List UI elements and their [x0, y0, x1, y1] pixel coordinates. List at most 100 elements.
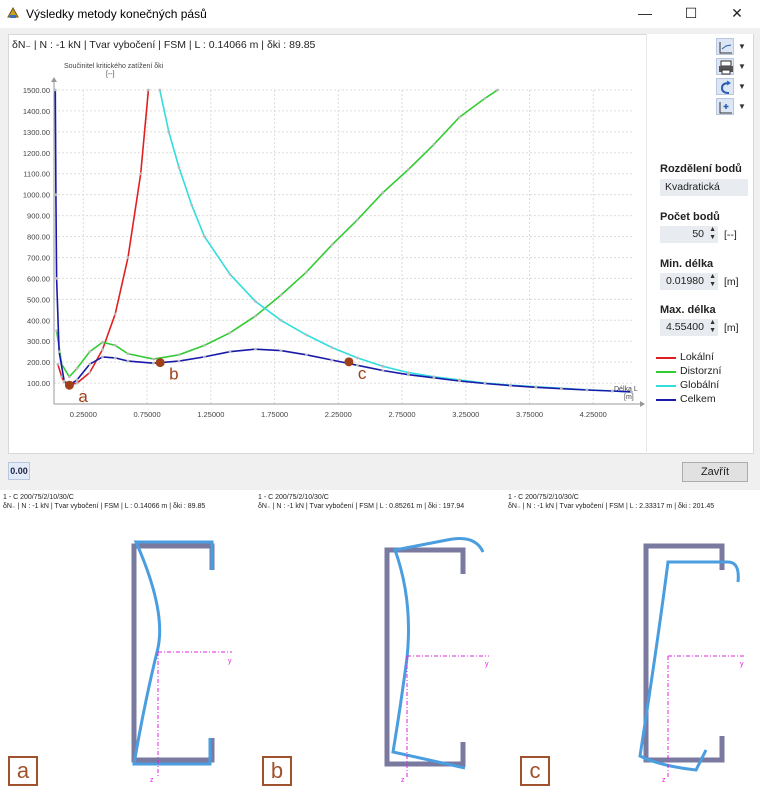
x-tick-label: 0.75000 [134, 410, 161, 419]
series-point-3 [381, 369, 385, 372]
settings-icon [719, 102, 732, 114]
series-point-0 [113, 312, 117, 316]
minimize-button[interactable]: — [638, 5, 652, 21]
min-length-unit: [m] [724, 276, 739, 288]
series-point-1 [381, 191, 385, 194]
min-length-spinner[interactable]: 0.01980 ▲ ▼ [660, 273, 718, 290]
panel-a-info: δN₋ | N : -1 kN | Tvar vybočení | FSM | … [3, 503, 206, 510]
x-tick-label: 2.75000 [388, 410, 415, 419]
series-point-0 [56, 362, 60, 366]
series-point-1 [228, 331, 232, 335]
series-point-1 [254, 314, 257, 318]
series-point-2 [305, 333, 308, 337]
distribution-select[interactable]: Kvadratická [660, 179, 748, 196]
series-point-3 [356, 363, 359, 367]
series-point-3 [585, 388, 589, 392]
series-point-3 [55, 277, 58, 280]
y-axis-label: Součinitel kritického zatížení δki [64, 63, 164, 70]
series-point-3 [610, 389, 614, 393]
z-axis-label: z [401, 777, 405, 784]
panel-b-letter: b [262, 756, 292, 786]
y-tick-label: 100.00 [27, 379, 50, 388]
y-tick-label: 800.00 [27, 233, 50, 242]
series-point-2 [203, 235, 206, 238]
series-point-1 [203, 343, 206, 347]
series-point-0 [75, 381, 79, 385]
series-point-3 [559, 387, 563, 391]
x-tick-label: 0.25000 [70, 410, 97, 419]
legend-swatch [656, 385, 676, 387]
panel-c-caption: 1 - C 200/75/2/10/30/C δN₋ | N : -1 kN |… [508, 493, 714, 511]
series-point-3 [630, 390, 633, 394]
print-button[interactable]: ▼ [716, 58, 746, 75]
x-axis-unit: [m] [624, 394, 634, 401]
point-count-label: Počet bodů [660, 211, 720, 223]
y-axis-label: y [485, 661, 489, 668]
series-point-0 [146, 88, 150, 92]
series-point-2 [254, 300, 257, 303]
close-button[interactable]: Zavřít [682, 462, 748, 482]
series-point-3 [254, 347, 257, 351]
x-tick-label: 1.75000 [261, 410, 288, 419]
series-point-1 [356, 218, 359, 222]
series-point-3 [177, 359, 181, 363]
series-point-1 [330, 243, 334, 247]
series-point-1 [483, 96, 487, 100]
spinner-arrows-icon[interactable]: ▲ ▼ [709, 226, 716, 241]
series-point-2 [279, 318, 283, 322]
maximize-button[interactable]: ☐ [684, 5, 698, 21]
series-point-1 [67, 375, 71, 379]
series-point-3 [53, 88, 57, 92]
series-point-3 [152, 361, 155, 365]
close-window-button[interactable]: ✕ [731, 5, 743, 21]
original-section [384, 547, 466, 767]
series-point-0 [60, 375, 64, 379]
spinner-arrows-icon[interactable]: ▲ ▼ [709, 319, 716, 334]
legend-swatch [656, 399, 676, 401]
decimal-format-button[interactable]: 0.00 [8, 462, 30, 480]
legend-swatch [656, 371, 676, 373]
y-tick-label: 1400.00 [23, 107, 50, 116]
axes-button[interactable]: ▼ [716, 38, 746, 55]
series-point-1 [101, 340, 104, 344]
y-axis-unit: [--] [106, 71, 115, 78]
settings-button[interactable]: ▼ [716, 98, 746, 115]
point-count-spinner[interactable]: 50 ▲ ▼ [660, 226, 718, 243]
panel-b-info: δN₋ | N : -1 kN | Tvar vybočení | FSM | … [258, 503, 465, 510]
series-point-1 [432, 143, 436, 146]
series-point-3 [75, 378, 79, 382]
series-point-1 [407, 168, 410, 171]
series-point-0 [139, 172, 143, 176]
max-length-unit: [m] [724, 322, 739, 334]
x-tick-label: 1.25000 [197, 410, 224, 419]
buckled-section [638, 560, 740, 772]
y-axis-label: y [228, 658, 232, 665]
panel-a-buckling-shape: y z [131, 540, 232, 784]
panel-b-caption: 1 - C 200/75/2/10/30/C δN₋ | N : -1 kN |… [258, 493, 464, 511]
series-point-1 [305, 270, 308, 274]
series-point-2 [381, 364, 385, 368]
series-point-1 [152, 357, 155, 361]
series-point-3 [88, 362, 92, 366]
series-point-1 [88, 350, 92, 354]
app-icon [7, 6, 19, 18]
y-axis-label: y [740, 661, 744, 668]
legend-label: Celkem [680, 393, 716, 405]
series-line-0 [57, 90, 150, 386]
max-length-spinner[interactable]: 4.55400 ▲ ▼ [660, 319, 718, 336]
panel-b-section: 1 - C 200/75/2/10/30/C [258, 494, 329, 501]
undo-button[interactable]: ▼ [716, 78, 746, 95]
y-tick-label: 600.00 [27, 274, 50, 283]
z-axis-label: z [150, 777, 154, 784]
legend-swatch [656, 357, 676, 359]
y-axis-arrow [51, 77, 57, 82]
axes-icon [719, 42, 732, 54]
distribution-label: Rozdělení bodů [660, 163, 742, 175]
y-tick-label: 1100.00 [23, 170, 50, 179]
panel-c-info: δN₋ | N : -1 kN | Tvar vybočení | FSM | … [508, 503, 715, 510]
y-tick-label: 500.00 [27, 295, 50, 304]
series-point-3 [534, 385, 538, 389]
series-point-1 [279, 293, 283, 297]
spinner-arrows-icon[interactable]: ▲ ▼ [709, 273, 716, 288]
series-point-1 [75, 367, 79, 370]
